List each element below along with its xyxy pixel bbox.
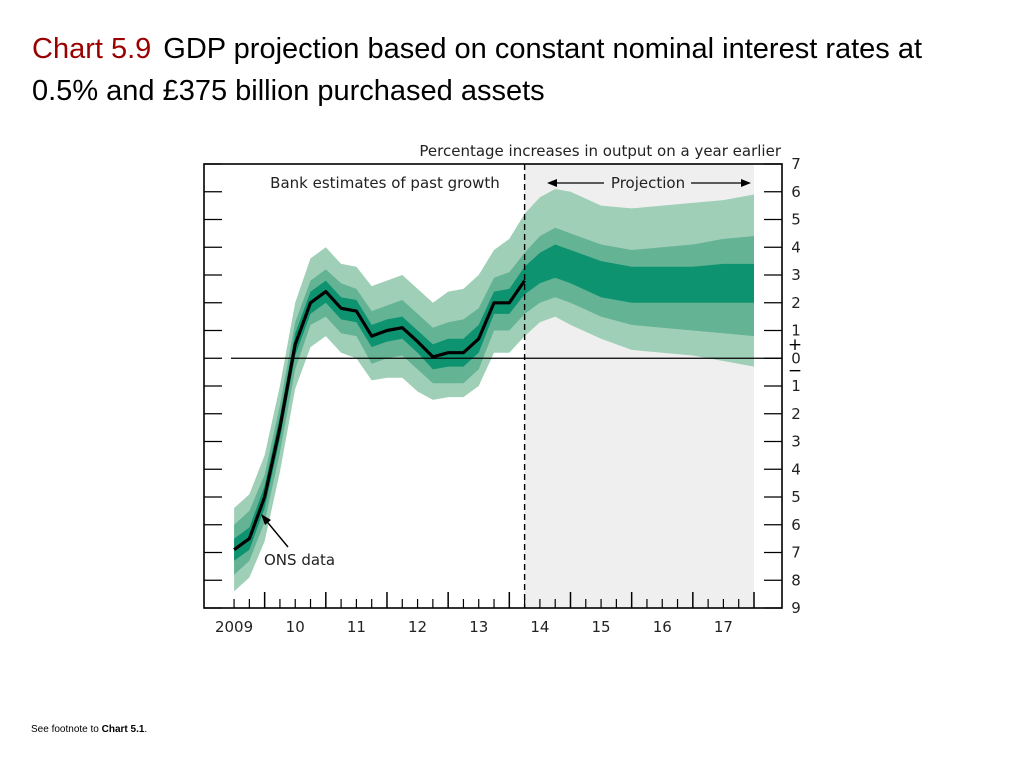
footnote-reference: Chart 5.1 <box>101 724 145 735</box>
x-tick-label: 17 <box>714 618 733 636</box>
y-tick-label: 2 <box>791 405 801 423</box>
footnote: See footnote to Chart 5.1. <box>31 724 147 735</box>
x-tick-label: 16 <box>653 618 672 636</box>
x-tick-label: 15 <box>592 618 611 636</box>
y-tick-label: 0 <box>791 349 801 367</box>
x-tick-label: 13 <box>469 618 488 636</box>
plus-sign: + <box>788 335 802 355</box>
projection-arrow: Projection <box>547 174 751 192</box>
y-tick-label: 2 <box>791 294 801 312</box>
x-tick-label: 10 <box>286 618 305 636</box>
x-tick-label: 12 <box>408 618 427 636</box>
y-tick-label: 6 <box>791 183 801 201</box>
footnote-text: See footnote to <box>31 724 102 735</box>
projection-label: Projection <box>611 174 685 192</box>
y-tick-label: 5 <box>791 488 801 506</box>
y-tick-label: 1 <box>791 322 801 340</box>
y-tick-label: 3 <box>791 266 801 284</box>
ons-data-annotation: ONS data <box>261 514 335 569</box>
y-tick-label: 8 <box>791 571 801 589</box>
chart-title-text: GDP projection based on constant nominal… <box>32 33 923 107</box>
x-tick-label: 14 <box>530 618 549 636</box>
chart-title: Chart 5.9 GDP projection based on constan… <box>32 28 992 112</box>
chart-number-label: Chart 5.9 <box>32 33 152 65</box>
y-tick-label: 5 <box>791 211 801 229</box>
y-tick-label: 6 <box>791 516 801 534</box>
y-tick-label: 7 <box>791 544 801 562</box>
y-tick-label: 4 <box>791 238 801 256</box>
y-tick-label: 3 <box>791 433 801 451</box>
y-tick-label: 1 <box>791 377 801 395</box>
x-tick-label: 11 <box>347 618 366 636</box>
ons-data-label: ONS data <box>264 551 335 569</box>
y-tick-label: 4 <box>791 460 801 478</box>
footnote-end: . <box>144 724 148 735</box>
ons-data-line <box>233 279 526 551</box>
y-tick-label: 9 <box>791 599 801 617</box>
past-growth-label: Bank estimates of past growth <box>270 174 500 192</box>
minus-sign: − <box>788 361 802 381</box>
chart-units-title: Percentage increases in output on a year… <box>419 142 781 160</box>
x-tick-label: 2009 <box>215 618 253 636</box>
y-tick-label: 7 <box>791 155 801 173</box>
